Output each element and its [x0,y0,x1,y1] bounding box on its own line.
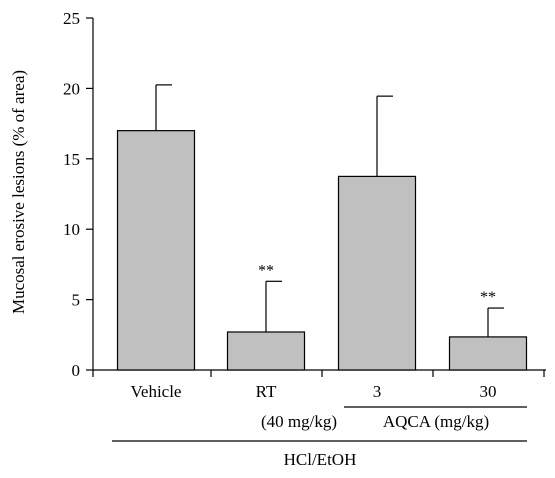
significance-label: ** [480,289,496,306]
bar [226,331,306,371]
significance-label: ** [258,262,274,279]
labels: Mucosal erosive lesions (% of area) (40 … [9,70,497,469]
y-tick-label: 15 [63,150,80,169]
bar [448,336,528,371]
bar [337,175,417,371]
y-tick-label: 10 [63,220,80,239]
x-tick-label: 3 [373,382,382,401]
y-tick-label: 0 [72,361,81,380]
x-tick-label: Vehicle [131,382,182,401]
rt-dose-label: (40 mg/kg) [261,412,337,431]
x-tick-label: RT [256,382,277,401]
y-axis-label: Mucosal erosive lesions (% of area) [9,70,28,314]
y-tick-label: 25 [63,9,80,28]
x-tick-label: 30 [480,382,497,401]
hcl-group-label: HCl/EtOH [284,450,357,469]
y-tick-label: 20 [63,79,80,98]
bars [116,84,528,371]
y-tick-label: 5 [72,291,81,310]
bar [116,130,196,371]
aqca-group-label: AQCA (mg/kg) [383,412,489,431]
